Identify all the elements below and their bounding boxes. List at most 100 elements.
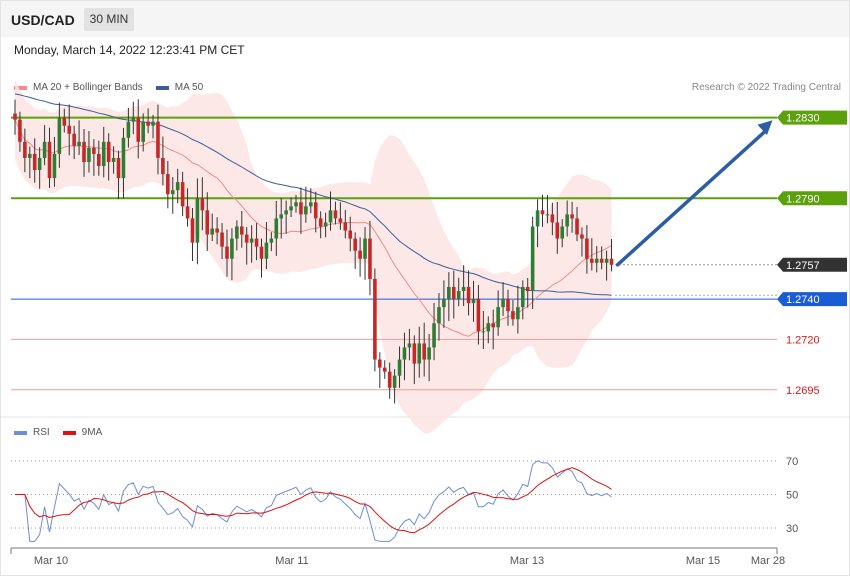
candle-body	[525, 286, 530, 291]
candle-body	[343, 222, 348, 231]
candle-body	[200, 198, 205, 211]
candle-body	[42, 141, 47, 158]
candle-body	[333, 210, 338, 219]
level-label: 1.2720	[786, 334, 820, 346]
candle-body	[32, 153, 37, 171]
candle-body	[136, 117, 141, 142]
candle-body	[52, 153, 57, 179]
candle-body	[451, 286, 456, 300]
rsi-line	[15, 460, 612, 542]
candle-body	[67, 125, 72, 134]
candle-body	[121, 137, 126, 179]
candle-body	[412, 343, 417, 364]
candle-body	[215, 228, 219, 233]
candle-body	[594, 258, 599, 263]
level-tag-1.2830	[777, 110, 847, 125]
datetime-label: Monday, March 14, 2022 12:23:41 PM CET	[14, 43, 245, 57]
candle-body	[442, 299, 446, 308]
candle-body	[481, 331, 486, 333]
candle-body	[166, 174, 170, 195]
candle-body	[461, 286, 466, 291]
candle-body	[126, 121, 131, 138]
candle-body	[540, 210, 545, 215]
rsi-level-label: 30	[786, 523, 798, 535]
level-tag-label: 1.2790	[786, 193, 820, 205]
candle-body	[269, 238, 274, 243]
level-tag-1.2790	[777, 191, 847, 206]
candle-body	[190, 218, 195, 243]
candle-body	[57, 117, 62, 154]
candle-body	[348, 230, 353, 239]
candle-body	[358, 250, 362, 259]
level-tag-label: 1.2740	[786, 294, 820, 306]
candle-body	[338, 218, 343, 223]
candle-body	[378, 359, 382, 368]
candle-body	[427, 347, 431, 360]
candle-body	[328, 210, 333, 223]
candle-body	[82, 141, 86, 162]
level-tag-1.2740	[777, 292, 847, 307]
candle-body	[299, 202, 303, 215]
ma20-legend-label: MA 20 + Bollinger Bands	[33, 82, 143, 93]
candle-body	[304, 206, 308, 215]
ma50-legend-label: MA 50	[174, 82, 204, 93]
ma50-line	[14, 93, 612, 296]
rsi-ma-legend-label: 9MA	[81, 427, 103, 438]
candle-body	[432, 323, 436, 348]
candle-body	[417, 343, 422, 364]
candle-body	[239, 226, 244, 235]
candle-body	[116, 157, 121, 179]
ma20-swatch	[14, 85, 27, 90]
candle-body	[146, 121, 150, 126]
candle-body	[506, 299, 510, 312]
candle-body	[259, 246, 264, 259]
candle-body	[565, 214, 569, 227]
candle-body	[609, 258, 614, 265]
candle-body	[590, 258, 594, 263]
candle-body	[27, 153, 32, 158]
credit-label: Research © 2022 Trading Central	[691, 82, 841, 93]
candle-body	[491, 323, 496, 328]
candle-body	[496, 307, 500, 328]
candle-body	[402, 347, 407, 360]
candle-body	[274, 218, 279, 239]
candle-body	[520, 286, 525, 308]
candle-body	[18, 119, 22, 142]
candle-body	[422, 343, 426, 360]
candle-body	[284, 210, 288, 215]
candle-body	[131, 117, 136, 122]
candle-body	[195, 198, 200, 243]
candle-body	[397, 359, 402, 376]
candle-body	[535, 210, 540, 227]
candle-body	[13, 113, 17, 120]
header-bar: USD/CAD 30 MIN	[1, 1, 849, 37]
candle-body	[585, 238, 589, 259]
candle-body	[289, 206, 293, 211]
x-tick-label: Mar 13	[510, 555, 544, 567]
candle-body	[235, 226, 239, 239]
candle-body	[230, 238, 234, 259]
timeframe-button[interactable]: 30 MIN	[84, 8, 134, 31]
candle-body	[407, 343, 412, 348]
candle-body	[101, 141, 106, 166]
candle-body	[72, 133, 76, 146]
level-tag-1.2757	[777, 257, 847, 272]
forecast-arrow-head	[757, 120, 773, 135]
rsi-ma-line	[15, 467, 612, 534]
candle-body	[560, 226, 565, 239]
ma50-swatch	[155, 85, 169, 90]
candle-body	[516, 307, 520, 320]
candle-body	[318, 218, 323, 227]
candle-body	[151, 121, 155, 126]
candle-body	[210, 228, 214, 235]
candle-body	[244, 234, 249, 243]
candle-body	[111, 157, 116, 162]
candle-body	[205, 210, 210, 235]
candle-body	[604, 258, 609, 263]
candle-body	[309, 202, 313, 207]
candle-body	[225, 246, 229, 259]
candle-body	[382, 367, 387, 372]
candle-body	[264, 242, 269, 259]
candle-body	[249, 238, 254, 243]
